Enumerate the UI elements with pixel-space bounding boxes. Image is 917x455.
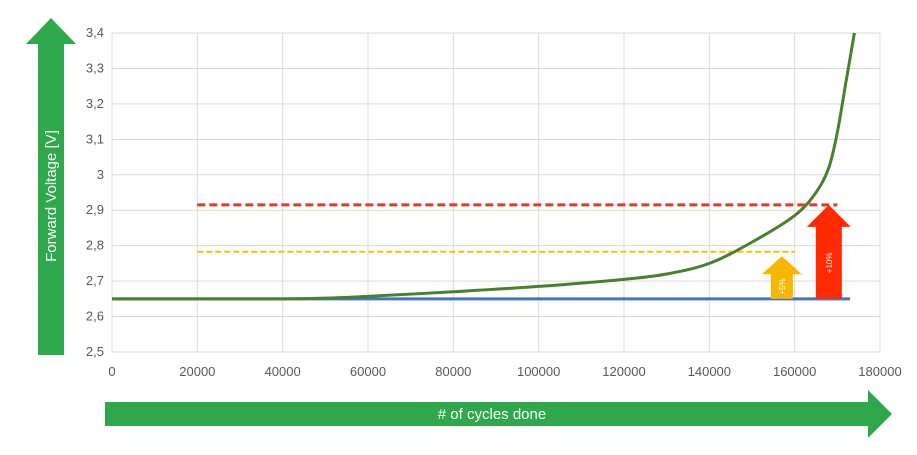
reference-lines [112, 203, 851, 301]
x-tick-label: 100000 [517, 364, 560, 379]
x-tick-label: 40000 [265, 364, 301, 379]
annotation-arrows: +5% +10% [761, 204, 851, 299]
y-tick-label: 2,7 [86, 273, 104, 288]
x-axis-arrow: # of cycles done [105, 390, 892, 438]
x-axis-label: # of cycles done [438, 406, 546, 423]
x-tick-label: 180000 [858, 364, 901, 379]
y-axis-label: Forward Voltage [V] [43, 130, 60, 262]
y-tick-label: 3,2 [86, 96, 104, 111]
y-tick-label: 2,9 [86, 202, 104, 217]
increase-arrow-label: +10% [825, 253, 834, 274]
y-tick-label: 2,6 [86, 309, 104, 324]
y-tick-label: 2,8 [86, 238, 104, 253]
x-tick-label: 60000 [350, 364, 386, 379]
increase-arrow [761, 256, 802, 299]
y-tick-label: 3,4 [86, 25, 104, 40]
x-tick-label: 20000 [179, 364, 215, 379]
x-tick-labels: 0 20000 40000 60000 80000 100000 120000 140000 1… [108, 364, 901, 379]
x-tick-label: 140000 [688, 364, 731, 379]
increase-arrow [806, 204, 851, 299]
y-tick-label: 3,1 [86, 131, 104, 146]
y-tick-label: 3,3 [86, 60, 104, 75]
grid [111, 32, 881, 353]
y-axis-arrow: Forward Voltage [V] [26, 18, 76, 355]
increase-arrow-label: +5% [778, 278, 787, 294]
x-tick-label: 80000 [435, 364, 471, 379]
x-tick-label: 120000 [602, 364, 645, 379]
series-lines [112, 32, 856, 301]
y-tick-labels: 2,5 2,6 2,7 2,8 2,9 3 3,1 3,2 3,3 3,4 [86, 25, 104, 359]
x-axis-arrow-shape [105, 390, 892, 438]
y-tick-label: 2,5 [86, 344, 104, 359]
voltage-series-line [112, 32, 856, 301]
y-tick-label: 3 [97, 167, 104, 182]
y-axis-arrow-shape [26, 18, 76, 355]
x-tick-label: 160000 [773, 364, 816, 379]
x-tick-label: 0 [108, 364, 115, 379]
